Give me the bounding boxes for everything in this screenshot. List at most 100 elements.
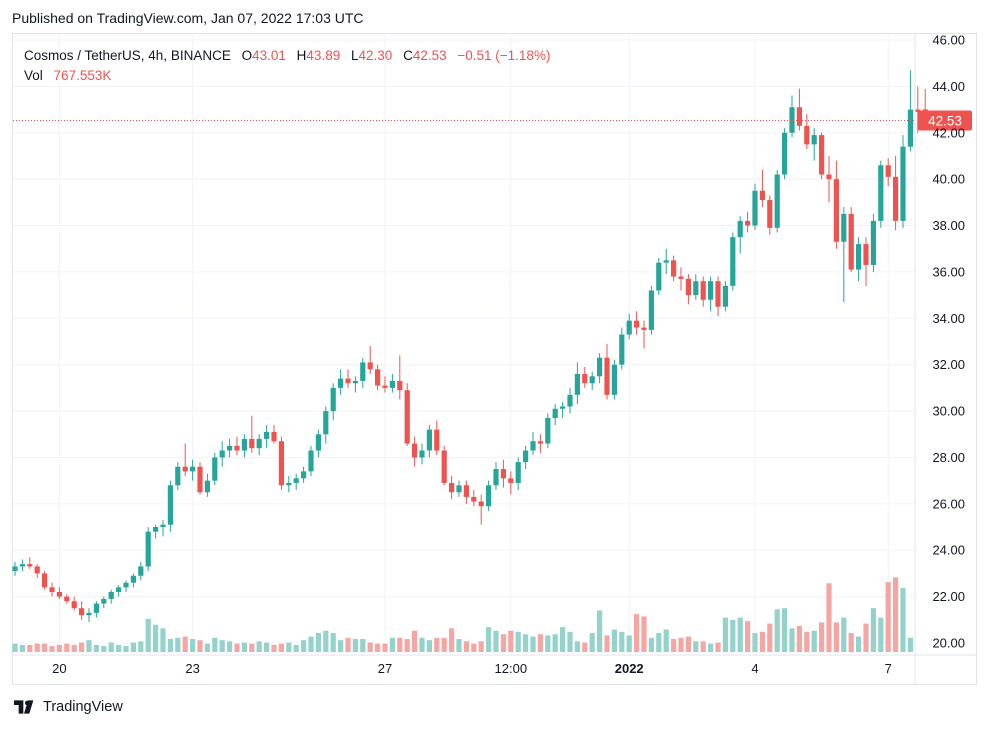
y-tick-label: 20.00: [932, 636, 965, 651]
candle-body: [360, 362, 366, 381]
candle-body: [478, 501, 484, 507]
volume-bar: [856, 636, 862, 652]
volume-bar: [552, 634, 558, 652]
volume-bar: [249, 643, 255, 652]
volume-bar: [611, 629, 617, 652]
candle-body: [789, 107, 795, 133]
volume-bar: [101, 646, 107, 652]
volume-bar: [759, 631, 765, 652]
candle-body: [34, 566, 40, 574]
brand-name: TradingView: [43, 699, 123, 715]
y-tick-label: 22.00: [932, 589, 965, 604]
candle-body: [848, 213, 854, 270]
volume-label: Vol: [24, 68, 43, 83]
x-tick-label: 23: [185, 661, 199, 676]
candle: [500, 459, 506, 488]
candle-body: [463, 485, 469, 497]
candle-body: [648, 290, 654, 330]
candle-body: [323, 411, 329, 435]
close-value: 42.53: [412, 48, 447, 63]
footer-brand[interactable]: TradingView: [14, 699, 123, 715]
candle: [848, 206, 854, 272]
volume-bar: [441, 637, 447, 652]
volume-bar: [271, 644, 277, 652]
candle: [190, 459, 196, 481]
candle-body: [493, 469, 499, 486]
candle: [116, 585, 122, 597]
candle-body: [49, 587, 55, 592]
candle-body: [367, 362, 373, 370]
candle-body: [663, 260, 669, 263]
candle: [708, 276, 714, 312]
candle: [204, 473, 210, 497]
candle: [27, 557, 33, 569]
volume-bar: [508, 630, 514, 652]
published-caption: Published on TradingView.com, Jan 07, 20…: [12, 10, 364, 26]
candle: [382, 376, 388, 393]
candle: [545, 413, 551, 449]
candle-body: [796, 107, 802, 126]
y-tick-label: 32.00: [932, 357, 965, 372]
candle: [323, 406, 329, 444]
candle: [774, 169, 780, 233]
candle: [249, 415, 255, 453]
candle-body: [249, 438, 255, 449]
candle-body: [870, 220, 876, 265]
volume-bar: [619, 631, 625, 652]
candle-body: [619, 334, 625, 365]
candle-body: [456, 485, 462, 493]
volume-bar: [715, 642, 721, 652]
candle-body: [782, 132, 788, 175]
volume-bar: [537, 634, 543, 652]
candle-body: [641, 327, 647, 330]
candle-body: [389, 380, 395, 388]
symbol-label[interactable]: Cosmos / TetherUS, 4h, BINANCE: [24, 48, 231, 63]
candle-body: [611, 364, 617, 395]
candle: [493, 462, 499, 490]
volume-bar: [190, 638, 196, 652]
candle: [634, 311, 640, 335]
candle: [64, 594, 70, 604]
candle: [597, 353, 603, 384]
candle: [389, 373, 395, 393]
volume-bar: [382, 643, 388, 652]
candle-body: [160, 524, 166, 528]
candle: [278, 436, 284, 490]
volume-bar: [907, 637, 913, 652]
candle-body: [552, 408, 558, 419]
candle-body: [900, 146, 906, 221]
candle: [885, 158, 891, 187]
candle: [700, 276, 706, 307]
volume-bar: [722, 617, 728, 652]
candle-body: [907, 109, 913, 147]
volume-bar: [811, 630, 817, 652]
volume-bar: [678, 637, 684, 652]
x-tick-label: 12:00: [495, 661, 528, 676]
volume-bar: [397, 637, 403, 652]
volume-bar: [656, 633, 662, 652]
low-label: L: [350, 48, 359, 63]
volume-bar: [700, 641, 706, 652]
candle: [471, 489, 477, 507]
volume-bar: [145, 618, 151, 652]
volume-bar: [545, 635, 551, 652]
candle-body: [293, 478, 299, 483]
volume-bar: [789, 628, 795, 652]
volume-bar: [19, 644, 25, 652]
candle-body: [123, 582, 129, 588]
candle: [870, 213, 876, 272]
candle-body: [412, 443, 418, 458]
candle-body: [915, 109, 921, 112]
candle-body: [530, 441, 536, 451]
volume-bar: [597, 610, 603, 652]
candle-body: [515, 462, 521, 483]
candle-body: [64, 596, 70, 602]
volume-bar: [123, 646, 129, 652]
candle-body: [419, 450, 425, 458]
candle: [604, 343, 610, 400]
volume-bar: [71, 644, 77, 652]
candle-body: [278, 441, 284, 486]
candle-body: [471, 496, 477, 502]
volume-bar: [478, 641, 484, 652]
